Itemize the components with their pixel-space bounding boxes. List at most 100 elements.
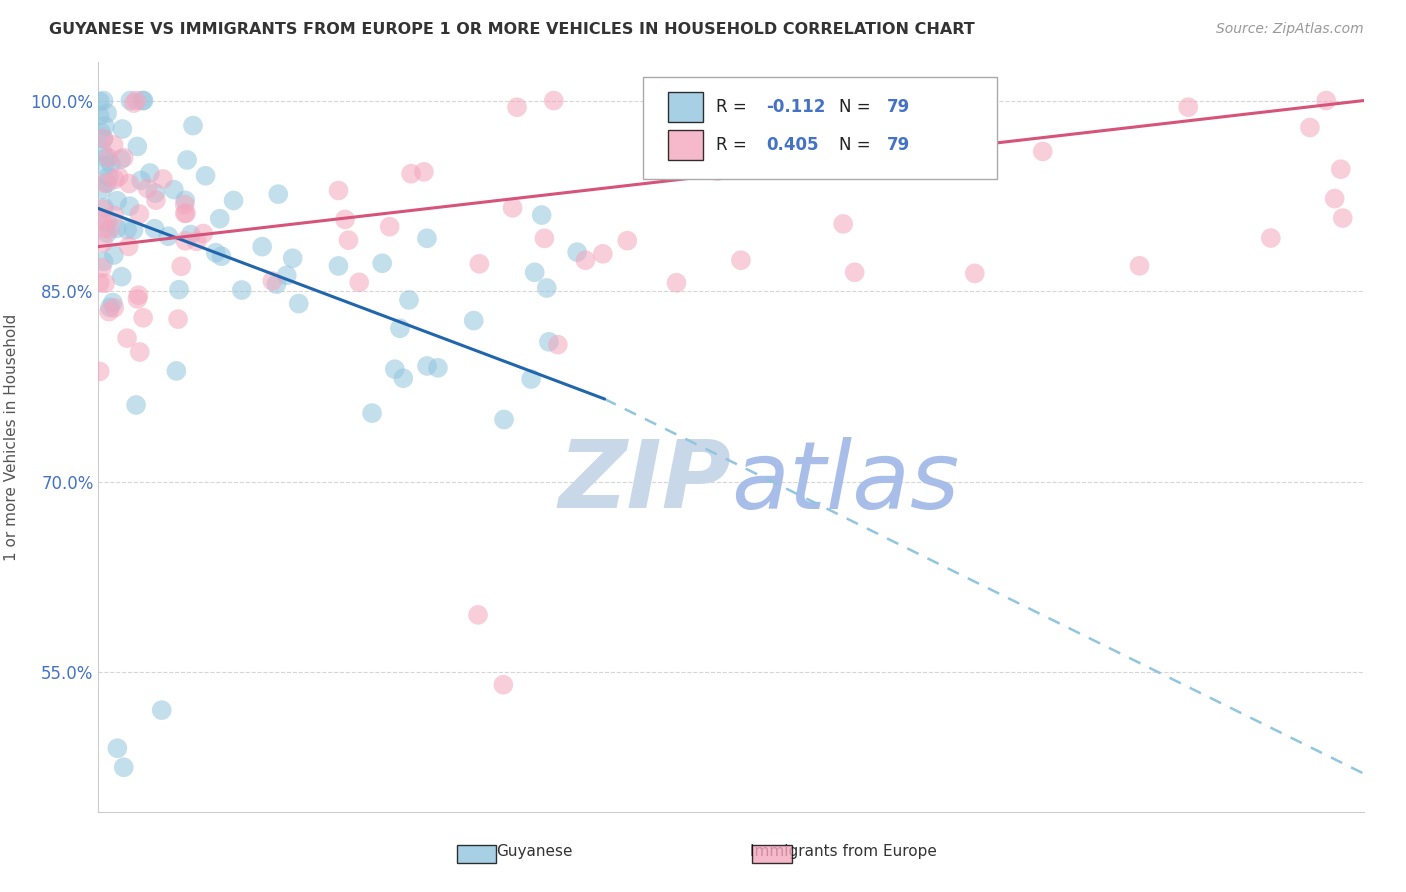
Point: [105, 221, 128, 235]
Text: N =: N =: [838, 136, 876, 153]
Point: [167, 283, 190, 297]
Point: [132, 94, 155, 108]
Point: [416, 231, 439, 245]
Point: [143, 221, 166, 235]
Point: [100, 157, 122, 171]
Point: [93, 131, 115, 145]
Point: [592, 247, 614, 261]
Point: [128, 345, 150, 359]
Point: [1323, 192, 1346, 206]
Point: [468, 257, 491, 271]
Point: [103, 138, 125, 153]
Point: [844, 265, 866, 279]
Point: [174, 194, 197, 208]
Point: [1032, 145, 1054, 159]
Point: [118, 177, 141, 191]
Point: [176, 153, 198, 167]
Point: [103, 209, 125, 223]
Point: [1128, 259, 1150, 273]
Point: [94, 176, 117, 190]
Point: [181, 119, 204, 133]
Point: [97, 304, 120, 318]
Point: [91, 235, 114, 250]
Point: [122, 96, 145, 111]
Point: [222, 194, 245, 208]
Point: [111, 269, 134, 284]
Point: [112, 151, 135, 165]
Point: [361, 406, 384, 420]
Point: [91, 202, 114, 216]
Point: [537, 334, 560, 349]
Point: [963, 266, 986, 280]
Point: [426, 360, 449, 375]
Point: [90, 125, 112, 139]
Point: [574, 253, 596, 268]
Text: R =: R =: [716, 136, 752, 153]
Point: [413, 165, 436, 179]
Point: [1177, 100, 1199, 114]
Point: [337, 233, 360, 247]
Point: [467, 607, 489, 622]
Point: [157, 229, 180, 244]
Text: GUYANESE VS IMMIGRANTS FROM EUROPE 1 OR MORE VEHICLES IN HOUSEHOLD CORRELATION C: GUYANESE VS IMMIGRANTS FROM EUROPE 1 OR …: [49, 22, 974, 37]
Point: [1260, 231, 1282, 245]
Point: [107, 169, 129, 184]
Point: [91, 145, 114, 159]
Point: [328, 259, 350, 273]
Point: [93, 94, 115, 108]
Point: [111, 122, 134, 136]
Point: [163, 183, 186, 197]
Point: [127, 288, 149, 302]
Point: [129, 173, 152, 187]
Point: [167, 312, 190, 326]
Point: [388, 321, 411, 335]
Point: [371, 256, 394, 270]
Point: [118, 199, 141, 213]
Point: [128, 207, 150, 221]
Point: [105, 194, 128, 208]
Point: [832, 217, 855, 231]
Text: N =: N =: [838, 98, 876, 116]
Point: [463, 313, 485, 327]
Point: [533, 231, 555, 245]
Point: [93, 159, 115, 173]
Point: [547, 337, 569, 351]
Text: -0.112: -0.112: [766, 98, 825, 116]
Point: [90, 260, 112, 275]
Point: [706, 164, 728, 178]
Point: [644, 161, 666, 175]
Point: [250, 240, 273, 254]
Point: [1331, 211, 1354, 225]
Point: [347, 276, 370, 290]
Point: [93, 254, 115, 268]
Point: [378, 219, 401, 234]
Point: [1330, 162, 1353, 177]
Point: [91, 182, 114, 196]
Text: Source: ZipAtlas.com: Source: ZipAtlas.com: [1216, 22, 1364, 37]
Point: [112, 760, 135, 774]
Point: [492, 412, 515, 426]
Point: [117, 239, 139, 253]
Point: [107, 741, 129, 756]
Point: [89, 109, 111, 123]
Text: atlas: atlas: [731, 436, 959, 527]
Point: [98, 301, 121, 315]
Point: [143, 186, 166, 200]
Point: [907, 94, 929, 108]
Point: [115, 331, 138, 345]
Point: [384, 362, 406, 376]
Point: [139, 166, 162, 180]
Point: [333, 212, 356, 227]
Point: [506, 100, 529, 114]
Point: [231, 283, 253, 297]
Point: [502, 201, 524, 215]
Point: [193, 227, 215, 241]
Point: [97, 216, 120, 230]
Point: [1315, 94, 1337, 108]
Point: [399, 167, 422, 181]
Point: [136, 181, 159, 195]
Point: [287, 296, 309, 310]
Point: [96, 226, 118, 240]
Point: [94, 151, 117, 165]
Point: [492, 678, 515, 692]
